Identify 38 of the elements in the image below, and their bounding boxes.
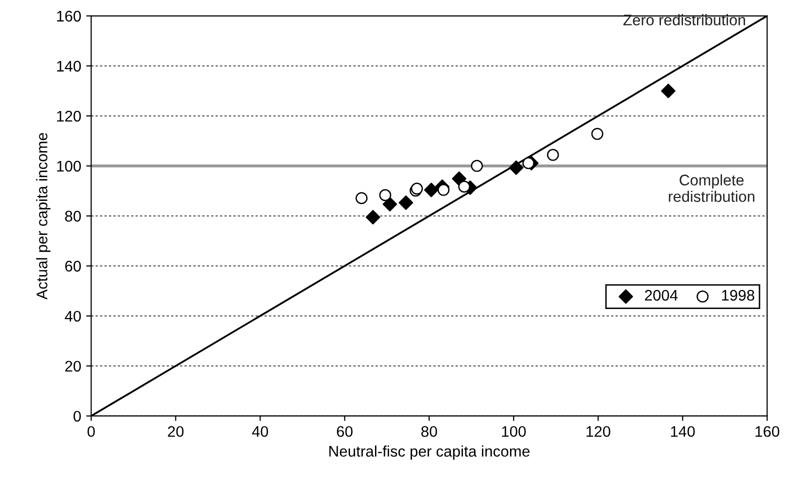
y-tick-label: 20 xyxy=(65,360,81,372)
point xyxy=(366,210,380,224)
y-axis-title: Actual per capita income xyxy=(36,132,50,300)
x-tick-label: 0 xyxy=(88,426,95,437)
point xyxy=(470,160,483,172)
x-tick-label: 80 xyxy=(421,426,438,437)
point xyxy=(508,160,524,175)
point xyxy=(356,192,368,204)
y-tick-label: 120 xyxy=(57,110,81,122)
point xyxy=(591,128,604,140)
annotation: Zero redistribution xyxy=(623,14,746,26)
point xyxy=(438,184,450,196)
y-tick-label: 80 xyxy=(65,210,81,222)
x-tick-label: 140 xyxy=(671,426,695,437)
x-axis-title: Neutral-fisc per capita income xyxy=(329,445,530,460)
x-tick-label: 40 xyxy=(252,426,268,437)
legend-label: 1998 xyxy=(722,290,754,301)
point xyxy=(661,84,676,98)
x-tick-label: 160 xyxy=(756,426,780,437)
point xyxy=(398,195,414,210)
y-tick-label: 0 xyxy=(74,410,81,422)
y-tick-label: 40 xyxy=(64,310,81,322)
legend-label: 2004 xyxy=(644,290,678,301)
x-tick-label: 120 xyxy=(586,426,610,437)
ref-line-label: Complete redistribution xyxy=(668,174,754,202)
point xyxy=(546,148,559,161)
point xyxy=(382,196,398,212)
point xyxy=(458,180,470,193)
y-tick-label: 160 xyxy=(57,10,81,22)
point xyxy=(522,157,534,170)
x-tick-label: 100 xyxy=(502,426,526,437)
y-tick-label: 60 xyxy=(65,260,81,272)
x-tick-label: 60 xyxy=(336,426,353,437)
y-tick-label: 140 xyxy=(57,60,81,72)
point xyxy=(379,189,392,202)
point xyxy=(424,182,438,198)
x-tick-label: 20 xyxy=(168,426,184,437)
y-tick-label: 100 xyxy=(57,160,81,172)
